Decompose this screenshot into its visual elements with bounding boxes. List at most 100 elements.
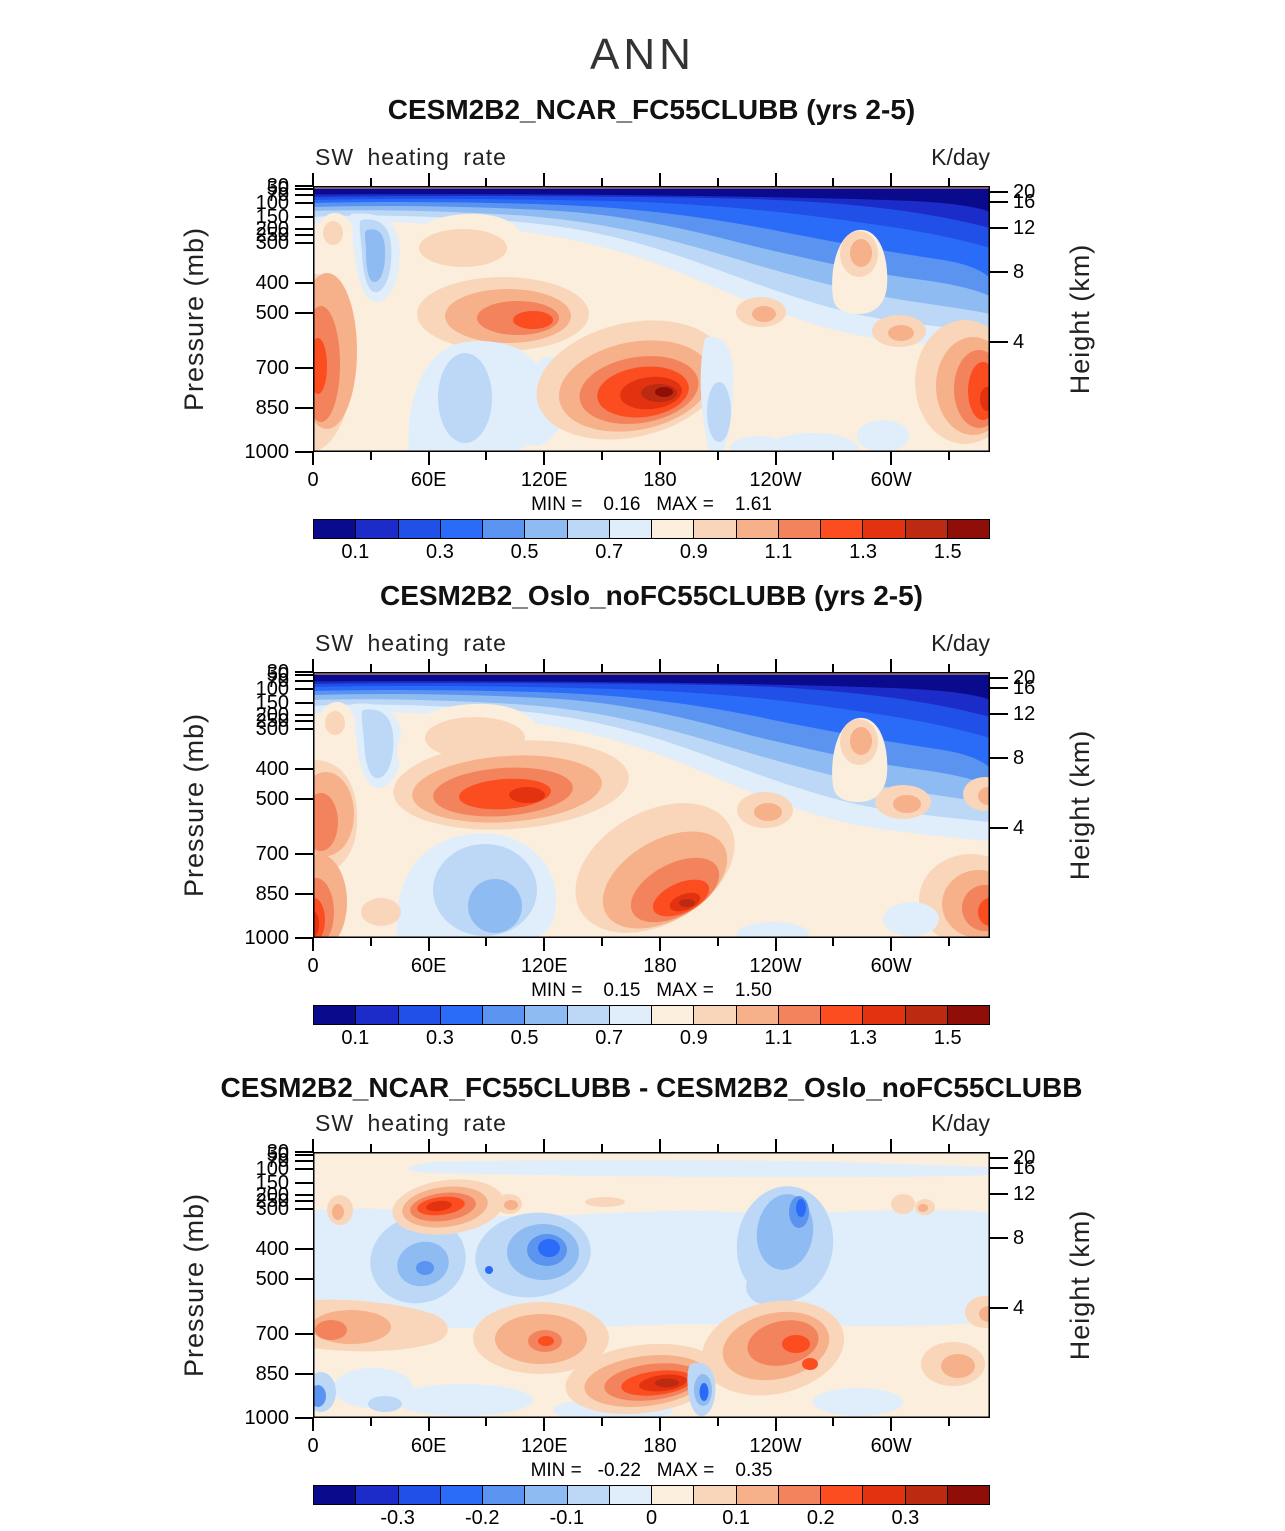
longitude-tick [312, 1139, 314, 1152]
colorbar-segment [694, 520, 737, 538]
pressure-tick [295, 1168, 313, 1171]
pressure-tick-label: 250 [255, 1189, 289, 1212]
colorbar-segment [609, 1486, 652, 1504]
minmax-label: MIN = 0.15 MAX = 1.50 [531, 980, 772, 1001]
panel-group-oslo: CESM2B2_Oslo_noFC55CLUBB (yrs 2-5) SW he… [179, 580, 1095, 1092]
pressure-tick-label: 50 [266, 663, 289, 686]
pressure-tick-label: 50 [266, 1143, 289, 1166]
longitude-tick-label: 60W [870, 955, 912, 977]
longitude-minor-tick [369, 452, 372, 460]
longitude-minor-tick [369, 178, 372, 186]
colorbar-label: 0.1 [722, 1507, 751, 1529]
longitude-minor-tick [601, 664, 604, 672]
contour-panel: 30 50 70 100 150 200 250 300 400 500 700 850 1000 20 1… [245, 1139, 1035, 1457]
longitude-minor-tick [947, 1418, 950, 1426]
colorbar-segment [778, 520, 821, 538]
colorbar-segment [609, 1006, 652, 1024]
longitude-tick [774, 938, 777, 951]
height-tick [990, 227, 1008, 230]
height-tick [990, 686, 1008, 689]
longitude-minor-tick [369, 1418, 372, 1426]
pressure-tick [295, 673, 313, 676]
longitude-minor-tick [485, 664, 488, 672]
pressure-tick-label: 200 [255, 703, 289, 726]
pressure-tick-label: 200 [255, 217, 289, 240]
longitude-minor-tick [947, 452, 950, 460]
longitude-tick [658, 1418, 661, 1431]
colorbar [313, 519, 990, 539]
height-tick-label: 16 [1013, 1156, 1036, 1179]
colorbar-segment [567, 520, 610, 538]
longitude-tick [427, 938, 430, 951]
pressure-tick [295, 1160, 313, 1163]
units-label: K/day [931, 144, 990, 170]
pressure-tick-label: 300 [255, 1197, 289, 1220]
pressure-axis-title: Pressure (mb) [179, 226, 209, 412]
pressure-tick [295, 1277, 313, 1280]
height-tick-label: 4 [1013, 816, 1025, 839]
pressure-tick-label: 400 [255, 758, 289, 781]
colorbar-segment [652, 1486, 695, 1504]
colorbar-segment [525, 520, 568, 538]
longitude-tick [774, 1139, 777, 1152]
pressure-tick-label: 700 [255, 356, 289, 379]
longitude-tick [658, 452, 661, 465]
colorbar-label: 0.7 [595, 541, 624, 563]
colorbar-label: 0.9 [679, 541, 708, 563]
longitude-tick-label: 180 [643, 955, 677, 977]
colorbar-segment [821, 1486, 864, 1504]
colorbar-label: 1.3 [849, 1027, 877, 1049]
longitude-minor-tick [369, 664, 372, 672]
colorbar-label: 0.9 [679, 1027, 708, 1049]
colorbar-segment [947, 1006, 989, 1024]
pressure-tick [295, 233, 313, 236]
longitude-minor-tick [485, 1144, 488, 1152]
longitude-tick [543, 1139, 546, 1152]
pressure-tick [295, 688, 313, 691]
colorbar-segment [947, 520, 989, 538]
longitude-minor-tick [369, 1144, 372, 1152]
contour-panel: 30 50 70 100 150 200 250 300 400 500 700 850 1000 20 1… [245, 173, 1035, 491]
pressure-tick-label: 1000 [244, 1407, 290, 1429]
longitude-minor-tick [485, 452, 488, 460]
longitude-tick [890, 452, 893, 465]
height-axis-title: Height (km) [1065, 243, 1095, 395]
contour-field [313, 672, 990, 938]
longitude-tick-label: 120E [520, 469, 568, 491]
colorbar-segment [694, 1486, 737, 1504]
pressure-tick-label: 300 [255, 231, 289, 254]
colorbar-labels: -0.3 -0.2 -0.1 0 0.1 0.2 0.3 [313, 1507, 990, 1531]
pressure-tick-label: 70 [266, 184, 289, 207]
pressure-tick [295, 1417, 313, 1419]
pressure-tick [295, 451, 313, 453]
longitude-tick [312, 452, 314, 465]
pressure-tick-label: 500 [255, 301, 289, 324]
pressure-tick-label: 150 [255, 1172, 289, 1195]
units-label: K/day [931, 630, 990, 656]
pressure-tick [295, 1153, 313, 1156]
panel-group-ncar: CESM2B2_NCAR_FC55CLUBB (yrs 2-5) SW heat… [179, 94, 1095, 606]
colorbar-label: 0 [645, 1507, 658, 1529]
longitude-tick [890, 938, 893, 951]
height-tick [990, 1156, 1008, 1159]
pressure-tick [295, 185, 313, 187]
longitude-minor-tick [832, 452, 835, 460]
pressure-tick [295, 1373, 313, 1376]
colorbar-segment [736, 520, 779, 538]
pressure-tick [295, 719, 313, 722]
colorbar-segment [398, 520, 441, 538]
pressure-tick-label: 30 [266, 661, 289, 683]
longitude-tick [543, 452, 546, 465]
pressure-tick [295, 1332, 313, 1335]
longitude-tick [890, 659, 893, 672]
pressure-tick-label: 500 [255, 1267, 289, 1290]
panel-group-diff: CESM2B2_NCAR_FC55CLUBB - CESM2B2_Oslo_no… [179, 1072, 1095, 1531]
pressure-tick-label: 850 [255, 883, 289, 906]
longitude-minor-tick [601, 938, 604, 946]
pressure-tick-label: 100 [255, 192, 289, 215]
pressure-tick [295, 194, 313, 197]
pressure-axis-title: Pressure (mb) [179, 1192, 209, 1378]
colorbar-label: -0.2 [465, 1507, 500, 1529]
height-tick [990, 340, 1008, 343]
pressure-tick [295, 216, 313, 219]
